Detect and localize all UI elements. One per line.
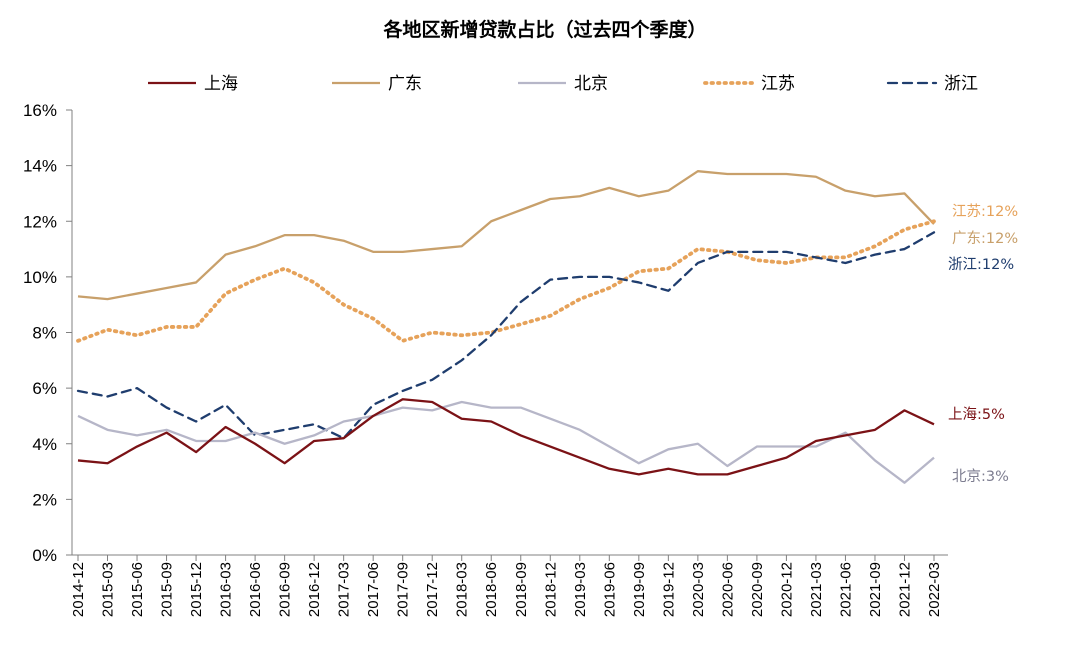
x-tick-label: 2020-09: [749, 562, 766, 617]
end-labels: 上海:5% 广东:12% 北京:3% 江苏:12% 浙江:12%: [948, 203, 1018, 485]
end-label-5: 浙江:12%: [948, 256, 1014, 273]
x-tick-label: 2020-12: [778, 562, 795, 617]
legend: 上海 广东 北京 江苏 浙江: [148, 74, 978, 94]
legend-item-1: 上海: [148, 74, 238, 94]
y-tick-label: 2%: [32, 490, 57, 509]
x-tick-label: 2017-03: [336, 562, 353, 617]
x-tick-label: 2019-06: [601, 562, 618, 617]
x-tick-label: 2014-12: [70, 562, 87, 617]
x-tick-label: 2021-06: [837, 562, 854, 617]
end-label-1: 上海:5%: [948, 406, 1005, 423]
x-tick-label: 2018-12: [542, 562, 559, 617]
x-tick-label: 2022-03: [926, 562, 943, 617]
y-tick-label: 10%: [23, 268, 57, 287]
series-line-4: [76, 219, 936, 343]
series-line-3: [77, 400, 935, 484]
x-tick-label: 2020-06: [719, 562, 736, 617]
y-tick-label: 14%: [23, 157, 57, 176]
end-label-2: 广东:12%: [952, 230, 1018, 247]
legend-label: 广东: [388, 74, 422, 94]
y-tick-label: 4%: [32, 435, 57, 454]
series-layer: [76, 170, 936, 484]
y-tick-label: 0%: [32, 546, 57, 565]
x-tick-label: 2015-06: [129, 562, 146, 617]
x-tick-label: 2019-03: [572, 562, 589, 617]
x-tick-label: 2017-12: [424, 562, 441, 617]
legend-item-3: 北京: [518, 74, 608, 94]
x-tick-label: 2016-03: [218, 562, 235, 617]
x-tick-label: 2015-09: [159, 562, 176, 617]
x-tick-label: 2021-09: [867, 562, 884, 617]
x-tick-label: 2018-06: [483, 562, 500, 617]
legend-label: 上海: [204, 74, 238, 94]
x-tick-label: 2017-09: [395, 562, 412, 617]
series-line-1: [77, 398, 935, 476]
legend-label: 北京: [574, 74, 608, 94]
series-line-2: [77, 170, 935, 301]
x-tick-label: 2019-09: [631, 562, 648, 617]
y-tick-label: 12%: [23, 212, 57, 231]
x-tick-label: 2021-03: [808, 562, 825, 617]
legend-item-2: 广东: [332, 74, 422, 94]
x-tick-label: 2020-03: [690, 562, 707, 617]
x-tick-label: 2015-03: [100, 562, 117, 617]
series-line-5: [76, 231, 936, 440]
end-label-4: 江苏:12%: [952, 203, 1018, 220]
legend-item-5: 浙江: [886, 74, 978, 94]
y-tick-label: 8%: [32, 324, 57, 343]
y-tick-label: 6%: [32, 379, 57, 398]
x-tick-label: 2017-06: [365, 562, 382, 617]
legend-label: 江苏: [761, 74, 795, 94]
x-tick-label: 2021-12: [896, 562, 913, 617]
x-tick-label: 2016-09: [277, 562, 294, 617]
x-tick-label: 2016-12: [306, 562, 323, 617]
x-tick-label: 2016-06: [247, 562, 264, 617]
y-tick-label: 16%: [23, 101, 57, 120]
x-tick-label: 2015-12: [188, 562, 205, 617]
x-axis: 2014-12 2015-03 2015-06 2015-09 2015-12 2016-…: [70, 554, 948, 617]
chart-title: 各地区新增贷款占比（过去四个季度）: [382, 18, 706, 41]
legend-item-4: 江苏: [703, 74, 795, 94]
legend-label: 浙江: [944, 74, 978, 94]
x-tick-label: 2019-12: [660, 562, 677, 617]
end-label-3: 北京:3%: [952, 468, 1009, 485]
x-tick-label: 2018-03: [454, 562, 471, 617]
y-axis: 0% 2% 4% 6% 8% 10% 12% 14% 16%: [23, 101, 73, 565]
x-tick-label: 2018-09: [513, 562, 530, 617]
